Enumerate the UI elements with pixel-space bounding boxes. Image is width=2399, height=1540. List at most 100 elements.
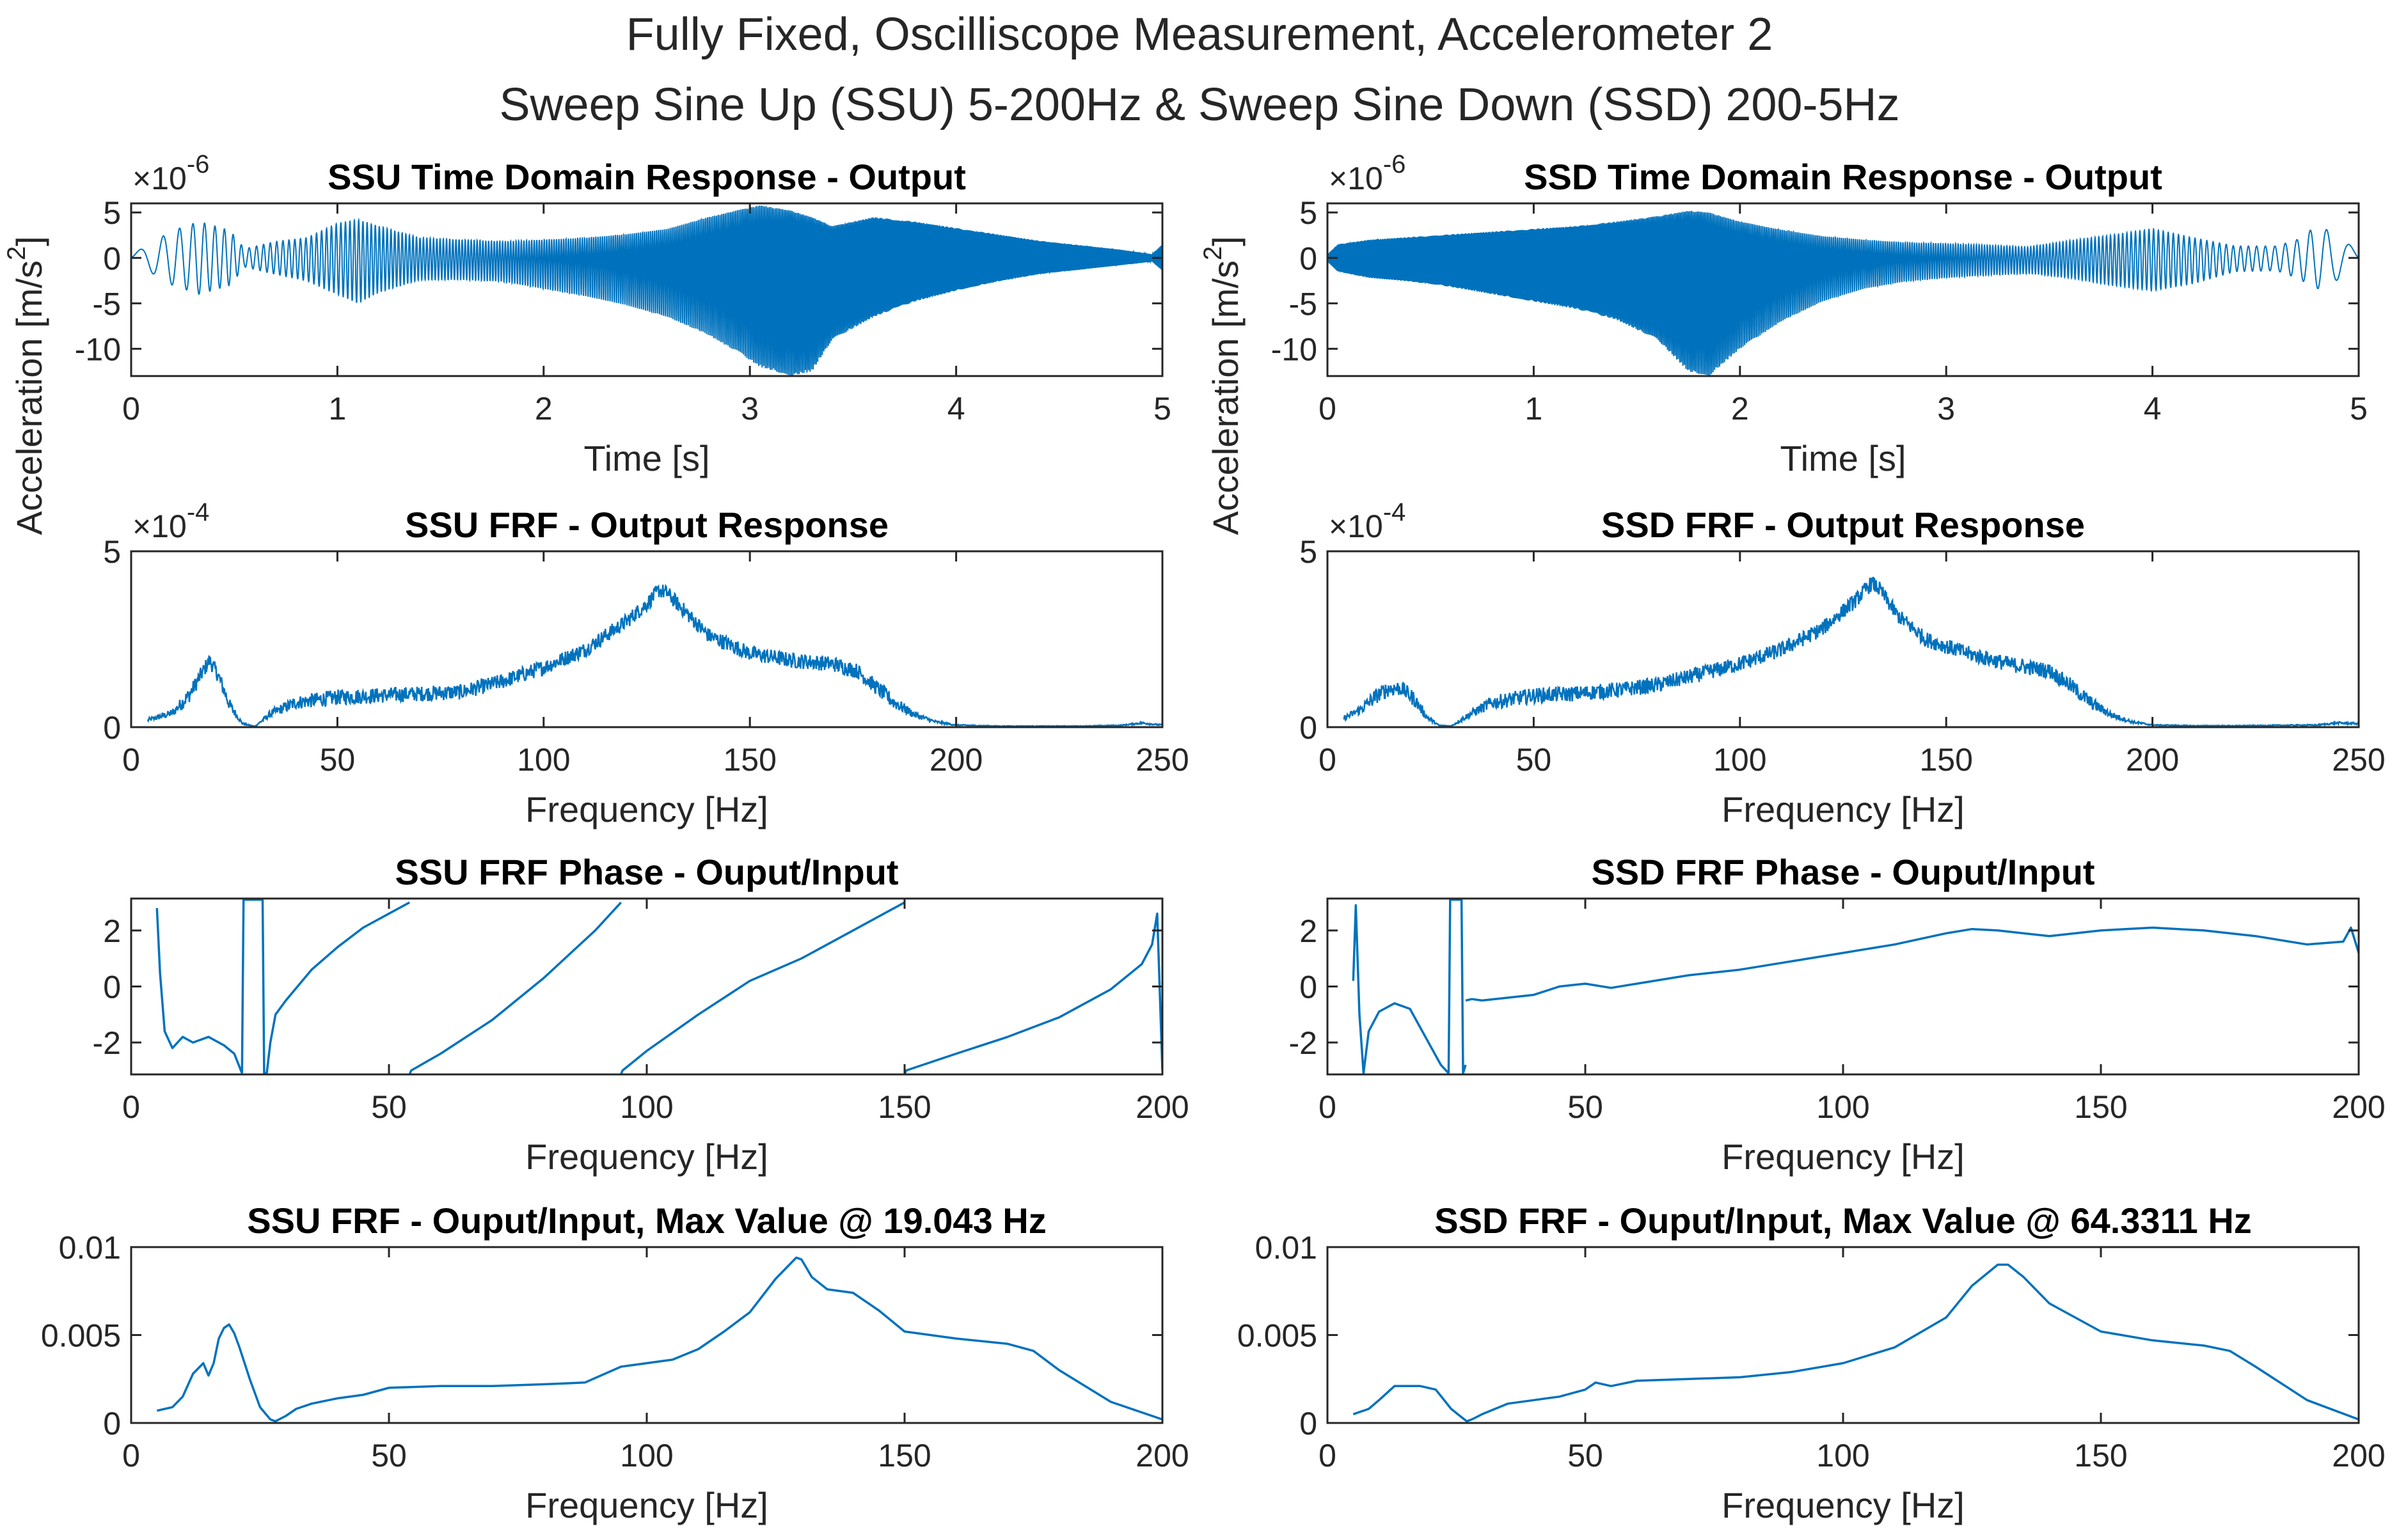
ssd-time-title: SSD Time Domain Response - Output <box>1524 157 2162 197</box>
ssd-phase-series-segment <box>1352 904 1450 1074</box>
ssd-frf-xtick-label: 100 <box>1713 742 1766 778</box>
ssd-mag-xtick-label: 150 <box>2074 1438 2127 1473</box>
ssu-mag-xtick-label: 0 <box>122 1438 140 1473</box>
ssu-time-xlabel: Time [s] <box>583 438 709 478</box>
ssd-frf-xlabel: Frequency [Hz] <box>1722 789 1965 829</box>
ssd-mag-title: SSD FRF - Ouput/Input, Max Value @ 64.33… <box>1434 1200 2252 1241</box>
ssd-frf-title: SSD FRF - Output Response <box>1601 505 2085 545</box>
ssd-phase-xlabel: Frequency [Hz] <box>1722 1136 1965 1177</box>
ssu-phase-series-segment <box>903 912 1162 1074</box>
ssd-mag-ytick-label: 0.01 <box>1255 1230 1317 1266</box>
ssd-frf-xtick-label: 250 <box>2332 742 2385 778</box>
ssu-phase-xlabel: Frequency [Hz] <box>525 1136 768 1177</box>
ssd-mag-xlabel: Frequency [Hz] <box>1722 1485 1965 1525</box>
ssu-mag-ytick-label: 0 <box>103 1406 121 1442</box>
ssu-phase-xtick-label: 50 <box>371 1089 407 1125</box>
ssd-frf-ytick-label: 5 <box>1299 534 1317 570</box>
ssu-mag-title: SSU FRF - Ouput/Input, Max Value @ 19.04… <box>247 1200 1046 1241</box>
ssd-phase-ytick-label: 0 <box>1299 970 1317 1005</box>
ssd-time-xtick-label: 3 <box>1937 391 1955 427</box>
ssu-phase-xtick-label: 0 <box>122 1089 140 1125</box>
ssu-frf-xtick-label: 150 <box>723 742 776 778</box>
ssd-time-ytick-label: 0 <box>1299 240 1317 276</box>
ssd-time-xlabel: Time [s] <box>1780 438 1906 478</box>
ssd-phase-xtick-label: 150 <box>2074 1089 2127 1125</box>
ssd-frf-series-line <box>1343 576 2359 727</box>
ssu-frf-xtick-label: 200 <box>930 742 983 778</box>
ssu-mag-ytick-label: 0.005 <box>41 1318 121 1354</box>
ssu-frf-xlabel: Frequency [Hz] <box>525 789 768 829</box>
ssu-time-ylabel: Acceleration [m/s2] <box>3 236 49 535</box>
ssd-time-subplot: 0 1 2 3 4 5 5 0 -5 -10 SSD Time Domain Response - … <box>1199 150 2368 535</box>
ssd-time-multiplier: ×10-6 <box>1329 150 1405 196</box>
ssd-phase-series-segment <box>1465 926 2359 1002</box>
ssu-time-ytick-label: -10 <box>75 331 121 367</box>
ssu-time-xtick-label: 2 <box>535 391 553 427</box>
ssu-frf-xtick-label: 250 <box>1136 742 1189 778</box>
ssd-phase-xtick-label: 50 <box>1567 1089 1603 1125</box>
ssu-phase-ytick-label: 0 <box>103 970 121 1005</box>
ssd-time-xtick-label: 1 <box>1524 391 1542 427</box>
ssu-frf-xtick-label: 50 <box>320 742 356 778</box>
ssu-frf-xtick-label: 0 <box>122 742 140 778</box>
ssd-phase-xtick-label: 0 <box>1318 1089 1336 1125</box>
ssd-mag-xtick-label: 200 <box>2332 1438 2385 1473</box>
ssd-mag-ytick-label: 0.005 <box>1237 1318 1317 1354</box>
ssd-mag-subplot: 0 50 100 150 200 0.01 0.005 0 SSD FRF - Ouput/In… <box>1237 1200 2386 1525</box>
figure-title-line-1: Fully Fixed, Oscilliscope Measurement, A… <box>626 9 1773 60</box>
ssd-mag-xtick-label: 0 <box>1318 1438 1336 1473</box>
ssd-time-ytick-label: -5 <box>1289 286 1317 322</box>
ssu-phase-series-segment <box>620 901 905 1074</box>
ssu-mag-xtick-label: 100 <box>620 1438 673 1473</box>
ssu-time-subplot: 0 1 2 3 4 5 5 0 -5 -10 SSU Time Domain Response - … <box>3 150 1171 535</box>
ssd-phase-title: SSD FRF Phase - Ouput/Input <box>1591 852 2094 892</box>
ssu-time-ytick-label: -5 <box>93 286 121 322</box>
ssd-time-series-line <box>1327 210 2359 376</box>
ssd-frf-ytick-label: 0 <box>1299 710 1317 746</box>
ssu-phase-axes <box>130 897 1164 1076</box>
ssd-time-ylabel: Acceleration [m/s2] <box>1199 236 1246 535</box>
ssu-phase-title: SSU FRF Phase - Ouput/Input <box>395 852 898 892</box>
ssu-time-title: SSU Time Domain Response - Output <box>328 157 966 197</box>
ssu-phase-xtick-label: 150 <box>878 1089 931 1125</box>
ssd-time-ytick-label: 5 <box>1299 195 1317 231</box>
ssd-mag-xtick-label: 50 <box>1567 1438 1603 1473</box>
ssu-phase-series-segment <box>241 899 267 1074</box>
ssd-time-xtick-label: 5 <box>2350 391 2368 427</box>
ssd-frf-multiplier: ×10-4 <box>1329 498 1405 544</box>
ssd-mag-series-line <box>1352 1263 2359 1423</box>
ssu-time-xtick-label: 0 <box>122 391 140 427</box>
ssu-phase-xtick-label: 100 <box>620 1089 673 1125</box>
ssd-phase-ytick-label: -2 <box>1289 1025 1317 1061</box>
ssu-phase-series-segment <box>265 901 411 1074</box>
ssu-mag-subplot: 0 50 100 150 200 0.01 0.005 0 SSU FRF - Ouput/In… <box>41 1200 1189 1525</box>
ssu-mag-series-line <box>156 1256 1162 1423</box>
ssd-frf-xtick-label: 150 <box>1919 742 1972 778</box>
ssu-time-xtick-label: 5 <box>1153 391 1171 427</box>
ssu-frf-ytick-label: 0 <box>103 710 121 746</box>
ssu-mag-xtick-label: 50 <box>371 1438 407 1473</box>
ssu-mag-xtick-label: 150 <box>878 1438 931 1473</box>
ssu-time-xtick-label: 1 <box>328 391 346 427</box>
ssd-frf-xtick-label: 50 <box>1516 742 1552 778</box>
ssu-time-multiplier: ×10-6 <box>132 150 209 196</box>
ssd-time-xtick-label: 0 <box>1318 391 1336 427</box>
ssu-mag-xlabel: Frequency [Hz] <box>525 1485 768 1525</box>
ssu-frf-axes <box>130 550 1164 728</box>
ssu-mag-axes <box>130 1246 1164 1424</box>
ssd-time-xtick-label: 2 <box>1731 391 1749 427</box>
ssu-time-series-line <box>131 205 1162 376</box>
ssu-frf-title: SSU FRF - Output Response <box>405 505 889 545</box>
ssu-frf-xtick-label: 100 <box>517 742 570 778</box>
ssu-frf-ytick-label: 5 <box>103 534 121 570</box>
ssd-phase-xtick-label: 100 <box>1816 1089 1869 1125</box>
ssu-frf-multiplier: ×10-4 <box>132 498 209 544</box>
ssu-phase-ytick-label: 2 <box>103 913 121 949</box>
ssu-time-ytick-label: 0 <box>103 240 121 276</box>
ssd-frf-axes <box>1326 550 2360 728</box>
